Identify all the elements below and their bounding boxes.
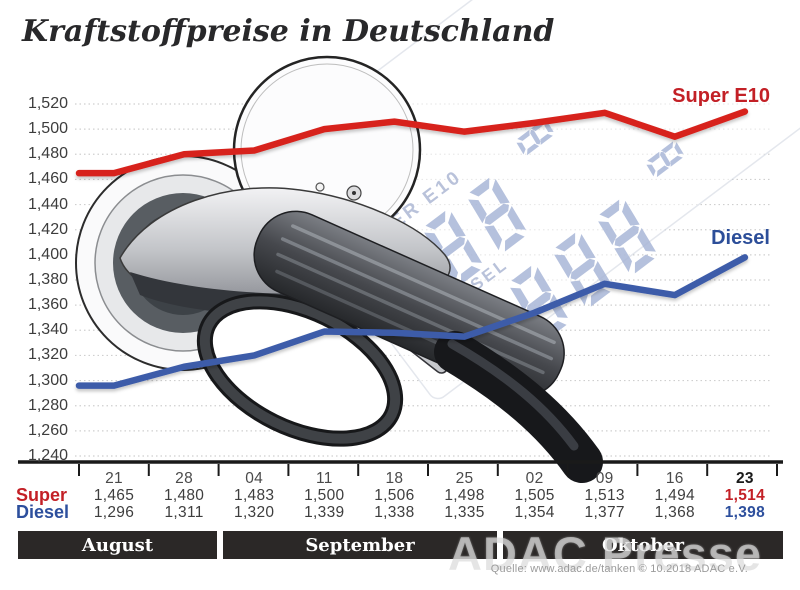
y-axis-tick-label: 1,300 — [27, 371, 68, 389]
table-value-super: 1,465 — [93, 487, 135, 504]
month-bar-august: August — [18, 531, 217, 559]
table-value-super: 1,506 — [374, 487, 415, 504]
table-value-super: 1,500 — [304, 487, 345, 504]
legend-diesel: Diesel — [711, 227, 770, 249]
table-date: 11 — [315, 470, 333, 487]
table-date: 23 — [735, 470, 754, 487]
table-value-diesel: 1,377 — [584, 504, 625, 521]
y-axis-tick-label: 1,440 — [27, 195, 68, 213]
y-axis-tick-label: 1,380 — [27, 271, 68, 288]
table-value-super: 1,483 — [234, 487, 275, 504]
y-axis-tick-label: 1,260 — [27, 421, 68, 439]
y-axis-tick-label: 1,340 — [27, 321, 68, 339]
table-value-diesel: 1,354 — [514, 504, 555, 521]
y-axis-tick-label: 1,320 — [27, 346, 68, 364]
table-date: 25 — [455, 470, 474, 487]
table-value-diesel: 1,339 — [304, 504, 345, 521]
table-value-diesel: 1,311 — [164, 504, 204, 521]
y-axis-tick-label: 1,420 — [27, 220, 68, 238]
adac-presse-watermark: ADAC Presse — [448, 527, 763, 580]
table-value-super: 1,480 — [163, 487, 205, 504]
table-row-label-diesel: Diesel — [16, 502, 70, 522]
table-date: 18 — [385, 470, 404, 487]
x-axis — [18, 460, 783, 476]
table-value-diesel: 1,398 — [724, 504, 766, 521]
source-note: Quelle: www.adac.de/tanken © 10.2018 ADA… — [490, 563, 748, 575]
series-line-super-e10 — [75, 108, 749, 177]
table-value-diesel: 1,338 — [374, 504, 415, 521]
series-lines — [75, 108, 749, 389]
series-line-diesel — [75, 254, 749, 389]
table-value-diesel: 1,320 — [234, 504, 275, 521]
table-value-super: 1,498 — [444, 487, 485, 504]
table-value-diesel: 1,296 — [93, 504, 135, 521]
month-bar-september: September — [223, 531, 497, 559]
fuel-nozzle-illustration — [75, 55, 603, 483]
y-axis-tick-label: 1,480 — [27, 145, 68, 163]
y-axis-tick-label: 1,400 — [27, 245, 68, 263]
table-date: 02 — [525, 470, 544, 487]
y-axis-tick-label: 1,360 — [27, 296, 68, 314]
table-value-super: 1,514 — [724, 487, 766, 504]
y-axis-tick-label: 1,240 — [27, 447, 68, 464]
y-axis-tick-label: 1,460 — [27, 170, 68, 188]
table-date: 16 — [665, 470, 684, 487]
y-axis-tick-label: 1,520 — [27, 95, 68, 112]
month-bar-oktober: Oktober — [503, 531, 783, 559]
table-value-super: 1,513 — [584, 487, 625, 504]
legend-super-e10: Super E10 — [672, 85, 770, 107]
table-value-super: 1,494 — [654, 487, 695, 504]
table-date: 09 — [595, 470, 614, 487]
table-value-diesel: 1,368 — [654, 504, 695, 521]
y-axis-tick-label: 1,500 — [27, 120, 68, 138]
table-date: 21 — [105, 470, 123, 487]
table-value-super: 1,505 — [514, 487, 555, 504]
table-row-label-super: Super — [16, 485, 68, 505]
table-date: 28 — [175, 470, 194, 487]
page-title: Kraftstoffpreise in Deutschland — [22, 14, 555, 49]
y-axis-tick-label: 1,280 — [27, 396, 68, 414]
table-value-diesel: 1,335 — [444, 504, 485, 521]
table-date: 04 — [245, 470, 264, 487]
